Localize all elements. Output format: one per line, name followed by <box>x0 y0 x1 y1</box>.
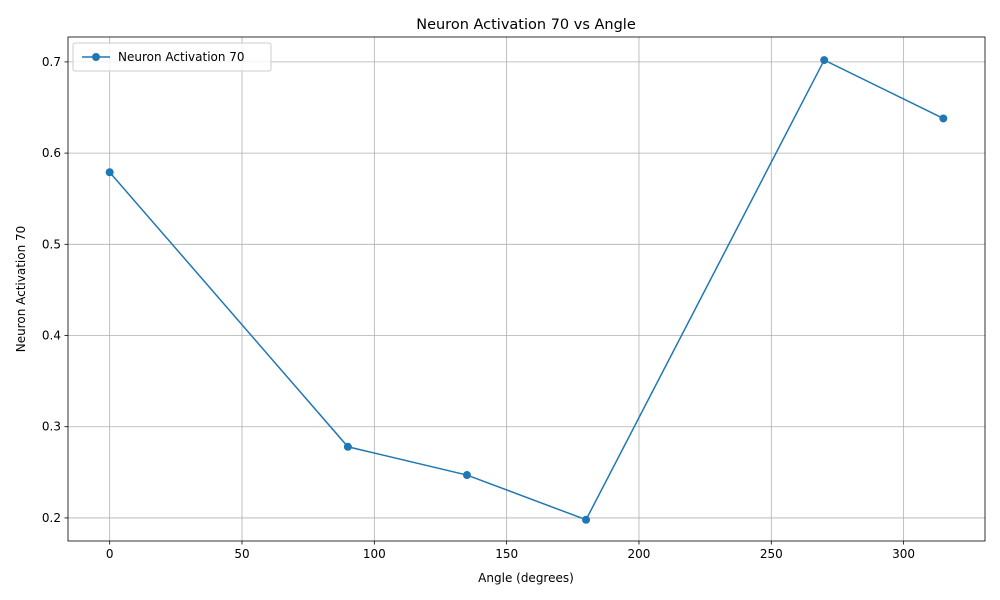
x-tick-label: 0 <box>106 547 114 561</box>
legend-label: Neuron Activation 70 <box>118 50 245 64</box>
legend-box <box>72 42 272 72</box>
data-point <box>939 114 948 123</box>
chart-title: Neuron Activation 70 vs Angle <box>416 17 636 33</box>
y-tick-label: 0.5 <box>42 237 61 251</box>
y-tick-label: 0.4 <box>42 329 61 343</box>
x-axis: 0 50 100 150 200 250 300 <box>106 541 915 561</box>
legend-point-marker <box>92 53 100 61</box>
data-point <box>820 56 829 65</box>
x-tick-label: 250 <box>760 547 783 561</box>
series-line <box>109 59 944 521</box>
x-tick-label: 150 <box>495 547 518 561</box>
y-tick-label: 0.3 <box>42 420 61 434</box>
y-tick-label: 0.6 <box>42 146 61 160</box>
series-layer <box>105 56 948 524</box>
plot-frame <box>67 36 986 542</box>
legend: Neuron Activation 70 <box>72 42 272 72</box>
x-tick-label: 300 <box>892 547 915 561</box>
y-axis: 0.2 0.3 0.4 0.5 0.6 0.7 <box>42 55 68 525</box>
x-tick-label: 100 <box>363 547 386 561</box>
y-axis-label: Neuron Activation 70 <box>14 226 28 353</box>
x-tick-label: 200 <box>628 547 651 561</box>
data-point <box>582 515 591 524</box>
x-axis-label: Angle (degrees) <box>478 571 574 585</box>
grid <box>68 37 985 541</box>
data-point <box>343 442 352 451</box>
data-point <box>462 471 471 480</box>
y-tick-label: 0.2 <box>42 511 61 525</box>
data-point <box>105 168 114 177</box>
y-tick-label: 0.7 <box>42 55 61 69</box>
x-tick-label: 50 <box>234 547 249 561</box>
